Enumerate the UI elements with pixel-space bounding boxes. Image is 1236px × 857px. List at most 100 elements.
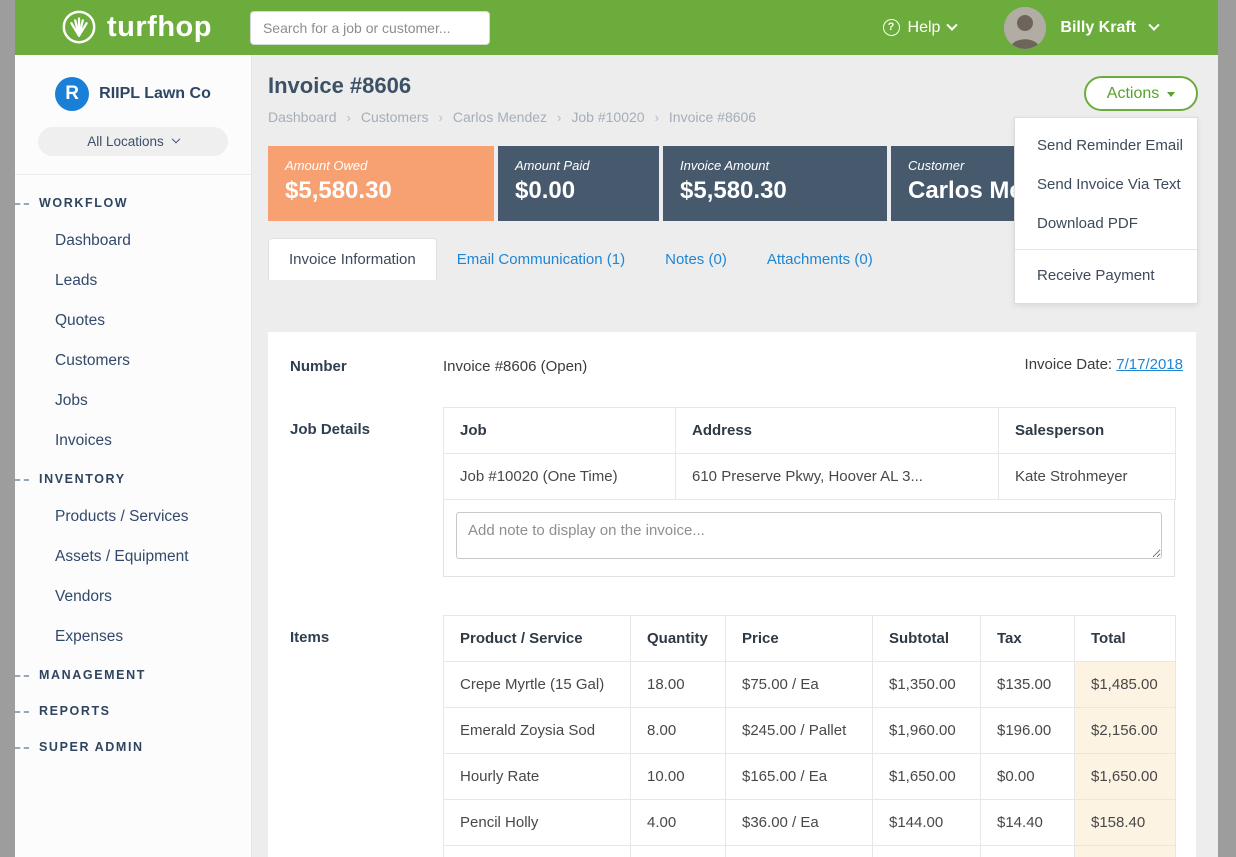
caret-down-icon <box>1167 92 1176 97</box>
item-row: Crepe Myrtle (15 Gal) 18.00 $75.00 / Ea … <box>443 661 1176 708</box>
chevron-down-icon <box>946 19 959 31</box>
location-selector-label: All Locations <box>87 134 164 149</box>
logo-text: turfhop <box>107 11 212 43</box>
actions-button[interactable]: Actions <box>1084 76 1198 111</box>
sidebar-section-inventory[interactable]: INVENTORY <box>15 461 251 497</box>
item-tax: $0.00 <box>980 753 1075 800</box>
job-details-row: Job #10020 (One Time) 610 Preserve Pkwy,… <box>443 453 1176 500</box>
item-row: Hydrangea Bush 5.00 $23.80 / Ea $119.00 … <box>443 845 1176 857</box>
main-content: Invoice #8606 Dashboard › Customers › Ca… <box>252 55 1218 857</box>
items-table: Product / Service Quantity Price Subtota… <box>443 615 1176 857</box>
sidebar-section-super-admin[interactable]: SUPER ADMIN <box>15 729 251 765</box>
job-details-label: Job Details <box>290 421 371 438</box>
tab-attachments[interactable]: Attachments (0) <box>766 251 873 268</box>
menu-item-send-invoice-via-text[interactable]: Send Invoice Via Text <box>1037 176 1181 193</box>
actions-dropdown-menu: Send Reminder Email Send Invoice Via Tex… <box>1014 117 1198 304</box>
sidebar-item-dashboard[interactable]: Dashboard <box>55 232 131 249</box>
items-label: Items <box>290 629 330 646</box>
tax-header: Tax <box>980 615 1075 662</box>
company-name: RIIPL Lawn Co <box>99 85 211 102</box>
breadcrumb-invoice[interactable]: Invoice #8606 <box>668 109 757 125</box>
user-menu[interactable]: Billy Kraft <box>1004 6 1160 49</box>
salesperson-cell: Kate Strohmeyer <box>998 453 1176 500</box>
app-window: turfhop Help Billy Kraft <box>15 0 1218 857</box>
quantity-header: Quantity <box>630 615 726 662</box>
tab-email-communication[interactable]: Email Communication (1) <box>456 251 626 268</box>
sidebar-item-quotes[interactable]: Quotes <box>55 312 105 329</box>
item-row: Emerald Zoysia Sod 8.00 $245.00 / Pallet… <box>443 707 1176 754</box>
item-price: $36.00 / Ea <box>725 799 873 846</box>
invoice-date-link[interactable]: 7/17/2018 <box>1116 356 1183 373</box>
tab-invoice-information[interactable]: Invoice Information <box>268 238 437 280</box>
item-total: $2,156.00 <box>1074 707 1176 754</box>
item-row: Hourly Rate 10.00 $165.00 / Ea $1,650.00… <box>443 753 1176 800</box>
menu-item-receive-payment[interactable]: Receive Payment <box>1037 267 1155 284</box>
subtotal-header: Subtotal <box>872 615 981 662</box>
total-header: Total <box>1074 615 1176 662</box>
breadcrumb: Dashboard › Customers › Carlos Mendez › … <box>268 109 757 125</box>
job-cell[interactable]: Job #10020 (One Time) <box>443 453 676 500</box>
job-details-table: Job Address Salesperson Job #10020 (One … <box>443 407 1176 500</box>
invoice-date: Invoice Date: 7/17/2018 <box>1024 356 1183 373</box>
address-cell: 610 Preserve Pkwy, Hoover AL 3... <box>675 453 999 500</box>
location-selector[interactable]: All Locations <box>38 127 228 156</box>
item-row: Pencil Holly 4.00 $36.00 / Ea $144.00 $1… <box>443 799 1176 846</box>
product-service-header: Product / Service <box>443 615 631 662</box>
avatar <box>1004 6 1047 49</box>
item-subtotal: $144.00 <box>872 799 981 846</box>
number-label: Number <box>290 358 347 375</box>
invoice-note-container <box>443 500 1175 577</box>
item-name: Pencil Holly <box>443 799 631 846</box>
invoice-note-input[interactable] <box>456 512 1162 559</box>
sidebar-item-invoices[interactable]: Invoices <box>55 432 112 449</box>
breadcrumb-customers[interactable]: Customers <box>360 109 429 125</box>
sidebar-item-assets-equipment[interactable]: Assets / Equipment <box>55 548 189 565</box>
sidebar-item-jobs[interactable]: Jobs <box>55 392 88 409</box>
item-quantity: 18.00 <box>630 661 726 708</box>
item-subtotal: $119.00 <box>872 845 981 857</box>
search-input[interactable] <box>249 10 490 45</box>
sidebar-section-management[interactable]: MANAGEMENT <box>15 657 251 693</box>
sidebar-section-reports[interactable]: REPORTS <box>15 693 251 729</box>
item-name: Hydrangea Bush <box>443 845 631 857</box>
sidebar-item-expenses[interactable]: Expenses <box>55 628 124 645</box>
item-price: $165.00 / Ea <box>725 753 873 800</box>
stat-amount-paid: Amount Paid $0.00 <box>498 146 659 221</box>
breadcrumb-customer-name[interactable]: Carlos Mendez <box>452 109 548 125</box>
help-label: Help <box>907 18 941 36</box>
turfhop-logo[interactable]: turfhop <box>60 9 212 47</box>
invoice-information-panel: Invoice Date: 7/17/2018 Number Invoice #… <box>268 332 1196 857</box>
item-quantity: 5.00 <box>630 845 726 857</box>
breadcrumb-job[interactable]: Job #10020 <box>571 109 645 125</box>
help-menu[interactable]: Help <box>882 18 959 37</box>
salesperson-col-header: Salesperson <box>998 407 1176 454</box>
item-name: Crepe Myrtle (15 Gal) <box>443 661 631 708</box>
sidebar-section-workflow[interactable]: WORKFLOW <box>15 185 251 221</box>
item-price: $23.80 / Ea <box>725 845 873 857</box>
item-total: $158.40 <box>1074 799 1176 846</box>
price-header: Price <box>725 615 873 662</box>
sidebar-item-products-services[interactable]: Products / Services <box>55 508 189 525</box>
address-col-header: Address <box>675 407 999 454</box>
item-price: $75.00 / Ea <box>725 661 873 708</box>
sidebar-item-leads[interactable]: Leads <box>55 272 98 289</box>
chevron-down-icon <box>1148 19 1160 31</box>
item-price: $245.00 / Pallet <box>725 707 873 754</box>
breadcrumb-dashboard[interactable]: Dashboard <box>268 109 337 125</box>
company-header[interactable]: R RIIPL Lawn Co <box>15 55 251 111</box>
company-logo-icon: R <box>55 77 90 111</box>
page-title: Invoice #8606 <box>268 73 412 98</box>
item-tax: $11.90 <box>980 845 1075 857</box>
item-quantity: 8.00 <box>630 707 726 754</box>
item-name: Hourly Rate <box>443 753 631 800</box>
menu-item-download-pdf[interactable]: Download PDF <box>1037 215 1138 232</box>
menu-item-send-reminder-email[interactable]: Send Reminder Email <box>1037 137 1183 154</box>
sidebar: R RIIPL Lawn Co All Locations WORKFLOW D… <box>15 55 252 857</box>
tab-notes[interactable]: Notes (0) <box>665 251 727 268</box>
stat-amount-owed: Amount Owed $5,580.30 <box>268 146 494 221</box>
item-subtotal: $1,650.00 <box>872 753 981 800</box>
top-navbar: turfhop Help Billy Kraft <box>15 0 1218 55</box>
sidebar-item-vendors[interactable]: Vendors <box>55 588 112 605</box>
sidebar-item-customers[interactable]: Customers <box>55 352 130 369</box>
grass-logo-icon <box>62 10 96 43</box>
